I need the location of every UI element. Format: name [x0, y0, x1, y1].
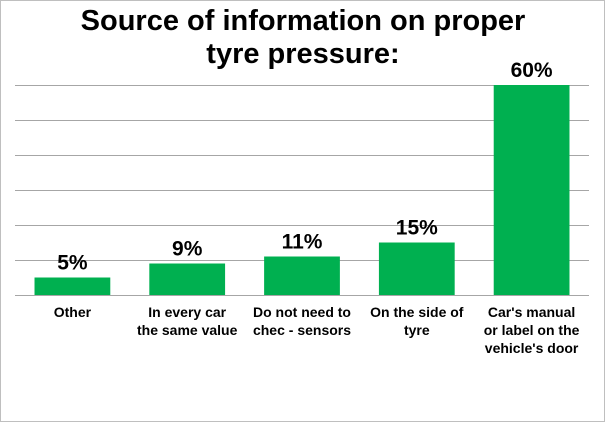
- chart-title-line-2: tyre pressure:: [206, 38, 399, 70]
- gridlines: [15, 85, 589, 261]
- category-label-3-line-1: tyre: [404, 322, 430, 338]
- bar-3: [378, 242, 455, 295]
- category-label-2-line-0: Do not need to: [253, 304, 351, 320]
- data-label-3: 15%: [396, 217, 438, 240]
- category-label-3: On the side of tyre: [370, 304, 464, 338]
- data-label-2: 11%: [282, 231, 323, 254]
- chart-title: Source of information on proper tyre pre…: [81, 5, 526, 70]
- category-label-2-line-1: chec - sensors: [253, 322, 351, 338]
- data-label-4: 60%: [511, 59, 553, 82]
- category-label-4-line-2: vehicle's door: [485, 340, 579, 356]
- category-label-1: In every car the same value: [137, 304, 238, 338]
- category-label-0: Other: [54, 304, 92, 320]
- bars: [34, 85, 570, 295]
- data-label-0: 5%: [57, 252, 88, 275]
- data-label-1: 9%: [172, 238, 203, 261]
- category-label-2: Do not need to chec - sensors: [253, 304, 351, 338]
- chart-title-line-1: Source of information on proper: [81, 5, 526, 37]
- category-label-4-line-0: Car's manual: [488, 304, 575, 320]
- category-label-1-line-0: In every car: [148, 304, 226, 320]
- bar-1: [149, 263, 226, 295]
- category-label-4: Car's manual or label on the vehicle's doo…: [484, 304, 580, 356]
- category-label-3-line-0: On the side of: [370, 304, 464, 320]
- data-labels: 5% 9% 11% 15% 60%: [57, 59, 553, 275]
- category-label-1-line-1: the same value: [137, 322, 238, 338]
- bar-0: [34, 277, 111, 295]
- bar-4: [493, 85, 570, 295]
- category-label-4-line-1: or label on the: [484, 322, 580, 338]
- bar-2: [264, 256, 340, 295]
- category-labels: Other In every car the same value Do not ne…: [54, 304, 580, 356]
- category-label-0-line-0: Other: [54, 304, 92, 320]
